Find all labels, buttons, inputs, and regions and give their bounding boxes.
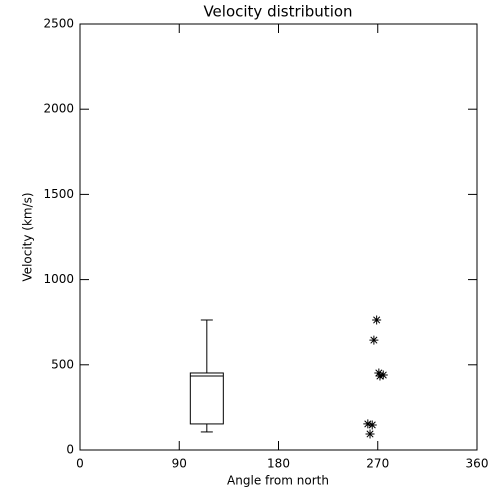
y-tick-label: 2500 xyxy=(43,17,74,31)
x-axis-label: Angle from north xyxy=(227,474,329,488)
point xyxy=(369,335,379,345)
y-tick-label: 2000 xyxy=(43,102,74,116)
x-tick-label: 90 xyxy=(172,457,187,471)
y-tick-label: 500 xyxy=(51,357,74,371)
x-tick-label: 0 xyxy=(76,457,84,471)
y-tick-label: 1500 xyxy=(43,187,74,201)
x-tick-label: 270 xyxy=(366,457,389,471)
chart-title: Velocity distribution xyxy=(203,3,352,21)
point xyxy=(365,429,375,439)
point xyxy=(372,315,382,325)
point xyxy=(378,370,388,380)
plot-frame xyxy=(79,23,478,451)
point xyxy=(367,420,377,430)
point xyxy=(363,419,373,429)
point xyxy=(374,368,384,378)
point xyxy=(375,371,385,381)
y-axis-label: Velocity (km/s) xyxy=(21,192,35,281)
y-tick-label: 1000 xyxy=(43,272,74,286)
box xyxy=(189,372,224,425)
x-tick-label: 180 xyxy=(267,457,290,471)
y-tick-label: 0 xyxy=(66,443,74,457)
x-tick-label: 360 xyxy=(466,457,489,471)
